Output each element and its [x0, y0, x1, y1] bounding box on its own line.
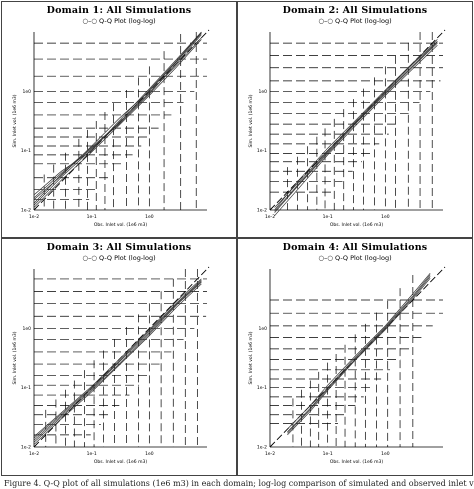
x-tick-label: 1e-2: [265, 451, 275, 457]
legend-label: Q-Q Plot (log-log): [99, 17, 156, 25]
x-tick-label: 1e-1: [323, 214, 333, 220]
series-line-3: [274, 39, 438, 211]
chart-title: Domain 4: All Simulations: [282, 242, 428, 253]
plot-area: 1e-2 1e-1 1e0 1e-2 1e-1 1e0 Obs. Inlet vol. (1…: [248, 29, 446, 228]
x-tick-label: 1e0: [381, 451, 390, 457]
y-axis-label: Sim. Inlet vol. (1e6 m3): [12, 94, 18, 147]
y-axis-label: Sim. Inlet vol. (1e6 m3): [248, 94, 254, 147]
x-tick-label: 1e-1: [87, 451, 97, 457]
legend-marker-icon: ○–○: [82, 254, 100, 262]
series-line-4: [33, 37, 202, 206]
y-tick-label: 1e-1: [21, 148, 31, 154]
chart-panel-domain-2: Domain 2: All Simulations ○–○ Q-Q Plot (…: [237, 1, 473, 238]
series-line-3: [287, 276, 431, 434]
x-tick-label: 1e0: [145, 451, 154, 457]
y-tick-label: 1e-1: [21, 385, 31, 391]
series-line-0: [274, 42, 438, 213]
x-tick-label: 1e-1: [87, 214, 97, 220]
series-line-4: [33, 278, 202, 437]
series-line-3: [33, 281, 202, 441]
chart-title: Domain 3: All Simulations: [46, 242, 192, 253]
series-line-4: [274, 41, 438, 212]
legend-marker-icon: ○–○: [82, 17, 100, 25]
legend-label: Q-Q Plot (log-log): [99, 254, 156, 262]
y-axis-label: Sim. Inlet vol. (1e6 m3): [248, 331, 254, 384]
plot-area: 1e-2 1e-1 1e0 1e-2 1e-1 1e0 Obs. Inlet vol. (1…: [12, 29, 210, 228]
plot-area: 1e-2 1e-1 1e0 1e-2 1e-1 1e0 Obs. Inlet vol. (1…: [248, 266, 446, 465]
series-line-2: [33, 39, 202, 208]
x-tick-label: 1e-2: [29, 214, 39, 220]
chart-legend: ○–○ Q-Q Plot (log-log): [2, 17, 236, 25]
series-line-1: [287, 277, 431, 436]
x-tick-label: 1e0: [145, 214, 154, 220]
y-tick-label: 1e0: [259, 89, 268, 95]
chart-legend: ○–○ Q-Q Plot (log-log): [238, 254, 472, 262]
y-tick-label: 1e-2: [21, 208, 31, 214]
series-line-1: [33, 279, 202, 439]
x-tick-label: 1e-2: [29, 451, 39, 457]
chart-legend: ○–○ Q-Q Plot (log-log): [2, 254, 236, 262]
x-axis-label: Obs. Inlet vol. (1e6 m3): [94, 459, 147, 465]
x-axis-label: Obs. Inlet vol. (1e6 m3): [330, 222, 383, 228]
chart-title: Domain 2: All Simulations: [282, 5, 428, 16]
chart-panel-domain-1: Domain 1: All Simulations ○–○ Q-Q Plot (…: [1, 1, 237, 238]
plot-area: 1e-2 1e-1 1e0 1e-2 1e-1 1e0 Obs. Inlet vol. (1…: [12, 266, 210, 465]
x-tick-label: 1e-2: [265, 214, 275, 220]
chart-legend: ○–○ Q-Q Plot (log-log): [238, 17, 472, 25]
x-tick-label: 1e0: [381, 214, 390, 220]
x-axis-label: Obs. Inlet vol. (1e6 m3): [330, 459, 383, 465]
y-tick-label: 1e-1: [257, 148, 267, 154]
series-line-2: [33, 283, 202, 445]
series-line-0: [33, 34, 202, 204]
series-line-3: [33, 33, 202, 200]
y-tick-label: 1e-2: [257, 445, 267, 451]
figure-caption: Figure 4. Q-Q plot of all simulations (1…: [4, 479, 474, 488]
chart-panel-domain-3: Domain 3: All Simulations ○–○ Q-Q Plot (…: [1, 238, 237, 476]
legend-marker-icon: ○–○: [318, 17, 336, 25]
y-tick-label: 1e0: [23, 89, 32, 95]
series-line-0: [33, 281, 202, 443]
x-tick-label: 1e-1: [323, 451, 333, 457]
y-tick-label: 1e0: [23, 326, 32, 332]
y-tick-label: 1e-2: [257, 208, 267, 214]
x-axis-label: Obs. Inlet vol. (1e6 m3): [94, 222, 147, 228]
chart-panel-domain-4: Domain 4: All Simulations ○–○ Q-Q Plot (…: [237, 238, 473, 476]
series-line-1: [33, 31, 202, 196]
series-line-5: [33, 32, 202, 199]
chart-title: Domain 1: All Simulations: [46, 5, 192, 16]
series-line-0: [287, 274, 431, 433]
y-tick-label: 1e-1: [257, 385, 267, 391]
legend-marker-icon: ○–○: [318, 254, 336, 262]
series-line-2: [274, 44, 438, 216]
y-axis-label: Sim. Inlet vol. (1e6 m3): [12, 331, 18, 384]
y-tick-label: 1e0: [259, 326, 268, 332]
legend-label: Q-Q Plot (log-log): [335, 17, 392, 25]
series-line-1: [274, 40, 438, 208]
y-tick-label: 1e-2: [21, 445, 31, 451]
legend-label: Q-Q Plot (log-log): [335, 254, 392, 262]
series-line-2: [287, 272, 431, 430]
